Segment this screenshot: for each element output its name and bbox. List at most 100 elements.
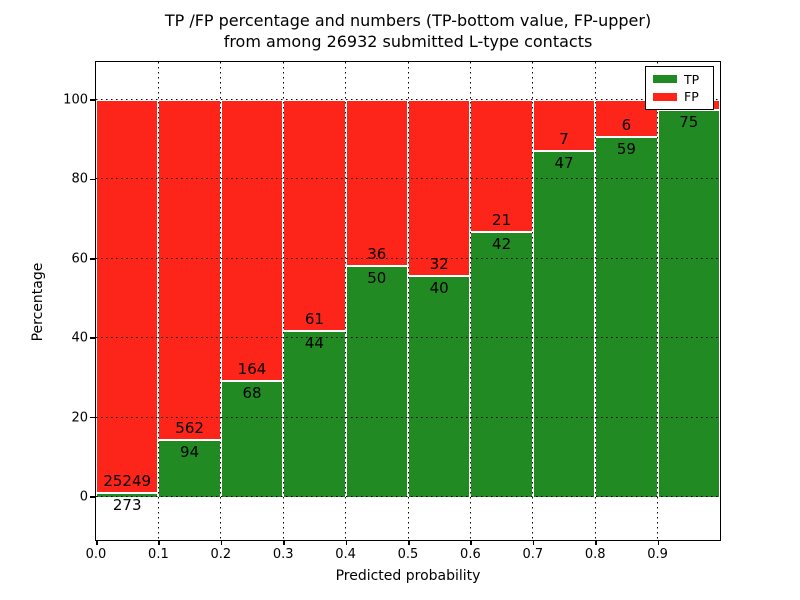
stacked-bar [283,62,345,540]
y-tick [90,337,96,339]
x-tick [96,540,98,545]
bar-segment-fp [221,100,283,381]
x-tick-label: 0.4 [335,547,356,562]
x-tick-label: 0.2 [210,547,232,562]
bar-segment-tp [533,151,595,497]
bar-segment-tp [284,330,345,497]
y-tick-label: 100 [63,92,88,108]
legend: TP FP [645,66,714,110]
tp-count-label: 44 [304,333,324,352]
grid-line-vertical [220,62,222,540]
x-tick [220,540,223,545]
legend-label-tp: TP [684,71,700,87]
chart-title: TP /FP percentage and numbers (TP-bottom… [96,10,720,52]
x-tick-label: 0.6 [460,547,481,562]
bar-segment-fp [284,100,345,331]
stacked-bar [158,62,220,540]
tp-count-label: 68 [242,383,262,402]
y-tick [90,258,96,260]
x-tick-label: 0.7 [522,547,544,562]
bar-segment-fp [533,100,595,152]
bar-segment-tp [596,136,657,497]
grid-line-vertical [282,62,284,540]
stacked-bar [346,62,408,540]
y-axis-label: Percentage [30,262,46,342]
x-tick-label: 0.9 [647,547,668,562]
chart-title-line2: from among 26932 submitted L-type contac… [223,32,593,51]
y-tick-label: 20 [71,410,88,426]
bar-segment-tp [409,276,470,497]
y-tick-label: 0 [79,489,88,505]
bar-segment-fp [97,100,158,493]
y-tick-label: 80 [71,171,88,187]
tp-count-label: 75 [679,113,699,132]
fp-count-label: 6 [621,115,632,134]
stacked-bar [658,62,720,540]
bar-segment-tp [471,232,532,497]
bar-segment-tp [221,380,283,497]
stacked-bar [408,62,470,540]
x-tick-label: 0.8 [584,547,606,562]
x-tick-label: 0.0 [85,547,107,562]
y-tick-label: 40 [71,330,88,346]
x-tick [408,540,410,545]
x-tick-label: 0.3 [272,547,294,562]
x-tick [345,540,348,545]
grid-line-vertical [594,62,596,540]
x-axis-label: Predicted probability [335,568,481,584]
y-tick-label: 60 [71,251,88,267]
fp-count-label: 164 [237,359,267,378]
grid-line-vertical [657,62,659,540]
bar-segment-fp [159,100,220,441]
x-tick [470,540,472,545]
tp-count-label: 273 [112,495,142,514]
grid-line-vertical [407,62,409,540]
y-tick [90,416,96,419]
bar-segment-tp [658,110,719,497]
stacked-bar [470,62,532,540]
y-tick [90,99,96,101]
chart-title-line1: TP /FP percentage and numbers (TP-bottom… [164,11,652,30]
tp-count-label: 42 [492,235,512,254]
tp-swatch-icon [653,75,677,84]
grid-line-vertical [157,62,159,540]
tp-count-label: 50 [367,269,387,288]
tp-count-label: 40 [429,279,449,298]
y-tick [90,496,96,498]
x-tick [283,540,285,545]
bar-segment-tp [346,266,407,497]
bar-segment-fp [409,100,470,277]
x-tick [532,540,535,545]
grid-line-vertical [469,62,471,540]
stacked-bar [595,62,657,540]
fp-count-label: 32 [429,255,449,274]
fp-count-label: 25249 [103,471,152,490]
fp-swatch-icon [653,92,677,101]
bar-segment-fp [471,100,532,233]
stacked-bar [221,62,283,540]
x-tick-label: 0.5 [397,547,419,562]
grid-line-vertical [345,62,347,540]
stacked-bar [96,62,158,540]
x-tick [158,540,160,545]
bar-segment-tp [159,440,220,497]
fp-count-label: 36 [367,245,387,264]
x-tick [595,540,597,545]
tp-count-label: 47 [554,154,574,173]
bar-segment-fp [346,100,407,267]
fp-count-label: 562 [175,419,204,438]
fp-count-label: 61 [304,309,324,328]
x-tick-label: 0.1 [148,547,169,562]
legend-label-fp: FP [684,89,699,105]
bar-segment-tp [97,492,158,497]
y-tick [90,178,96,181]
legend-item-tp: TP [646,72,713,87]
tp-count-label: 59 [616,139,636,158]
x-tick [657,540,660,545]
stacked-bar [533,62,595,540]
grid-line-vertical [532,62,534,540]
legend-item-fp: FP [646,89,713,104]
tp-count-label: 94 [180,443,200,462]
fp-count-label: 21 [492,211,512,230]
